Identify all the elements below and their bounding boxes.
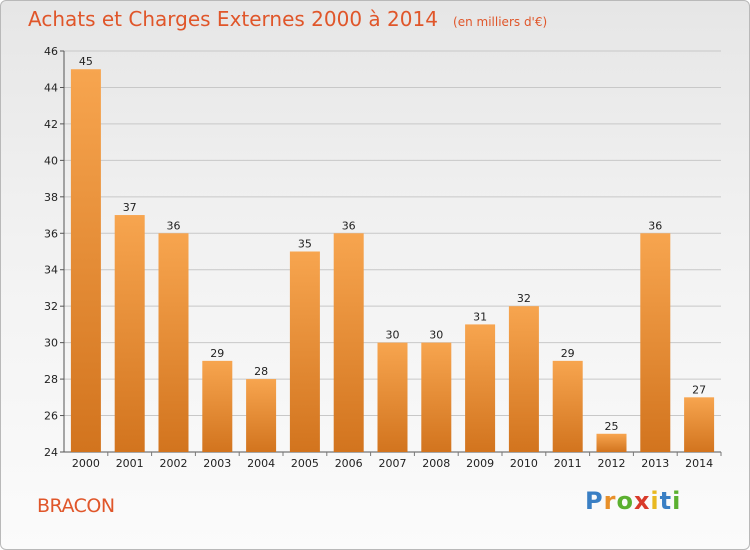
data-label-2008: 30	[429, 329, 443, 342]
data-label-2012: 25	[605, 420, 619, 433]
bar-2005	[289, 251, 320, 452]
x-tick-label: 2009	[466, 457, 494, 470]
x-tick-label: 2002	[160, 457, 188, 470]
proxiti-logo[interactable]: Proxiti	[585, 487, 681, 515]
bar-2006	[333, 233, 364, 452]
data-label-2001: 37	[123, 201, 137, 214]
bar-2004	[246, 379, 277, 452]
x-tick-label: 2006	[335, 457, 363, 470]
y-tick-label: 46	[44, 45, 58, 58]
x-tick-label: 2007	[379, 457, 407, 470]
chart-title: Achats et Charges Externes 2000 à 2014	[28, 7, 438, 31]
x-tick-label: 2012	[598, 457, 626, 470]
data-label-2007: 30	[386, 329, 400, 342]
logo-letter: r	[603, 487, 617, 515]
data-label-2003: 29	[210, 347, 224, 360]
x-tick-label: 2000	[72, 457, 100, 470]
data-label-2000: 45	[79, 55, 93, 68]
y-tick-label: 30	[44, 337, 58, 350]
bar-2000	[70, 69, 101, 453]
bar-2011	[552, 360, 583, 452]
commune-name: BRACON	[37, 495, 115, 517]
bar-2013	[640, 233, 671, 452]
bar-2007	[377, 342, 408, 452]
x-tick-label: 2014	[685, 457, 713, 470]
chart-subtitle: (en milliers d'€)	[453, 15, 548, 29]
y-tick-label: 32	[44, 300, 58, 313]
logo-letter: t	[659, 487, 673, 515]
x-tick-label: 2005	[291, 457, 319, 470]
data-label-2014: 27	[692, 383, 706, 396]
x-tick-label: 2013	[641, 457, 669, 470]
bar-2003	[202, 360, 233, 452]
x-tick-label: 2003	[203, 457, 231, 470]
logo-letter: i	[650, 487, 660, 515]
bar-2012	[596, 433, 627, 452]
bar-2014	[684, 397, 715, 452]
y-tick-label: 28	[44, 373, 58, 386]
data-label-2005: 35	[298, 238, 312, 251]
tick-labels: 24 26 28 30 32 34 36 38 40 42 44 46 2000 2001 2002 2003…	[44, 45, 713, 470]
y-tick-label: 38	[44, 191, 58, 204]
bar-2008	[421, 342, 452, 452]
bars	[70, 69, 715, 453]
y-tick-label: 42	[44, 118, 58, 131]
logo-letter: x	[633, 487, 651, 515]
data-label-2002: 36	[167, 219, 181, 232]
y-tick-label: 36	[44, 227, 58, 240]
bar-2009	[465, 324, 496, 452]
data-label-2013: 36	[648, 219, 662, 232]
x-tick-label: 2004	[247, 457, 275, 470]
bar-2001	[114, 215, 145, 452]
y-tick-label: 40	[44, 154, 58, 167]
x-tick-label: 2001	[116, 457, 144, 470]
data-label-2011: 29	[561, 347, 575, 360]
data-label-2006: 36	[342, 219, 356, 232]
y-tick-label: 34	[44, 264, 58, 277]
x-tick-label: 2010	[510, 457, 538, 470]
y-tick-label: 44	[44, 81, 58, 94]
logo-letter: o	[616, 487, 634, 515]
y-tick-label: 24	[44, 446, 58, 459]
chart-header: Achats et Charges Externes 2000 à 2014 (…	[28, 7, 547, 31]
data-label-2010: 32	[517, 292, 531, 305]
y-tick-label: 26	[44, 410, 58, 423]
bar-labels: 45 37 36 29 28 35 36 30 30 31 32 29 25 36 27	[79, 55, 706, 433]
logo-letter: P	[585, 487, 604, 515]
data-label-2004: 28	[254, 365, 268, 378]
x-tick-label: 2011	[554, 457, 582, 470]
logo-letter: i	[672, 487, 682, 515]
bar-2010	[508, 306, 539, 452]
data-label-2009: 31	[473, 310, 487, 323]
bar-2002	[158, 233, 189, 452]
x-tick-label: 2008	[422, 457, 450, 470]
